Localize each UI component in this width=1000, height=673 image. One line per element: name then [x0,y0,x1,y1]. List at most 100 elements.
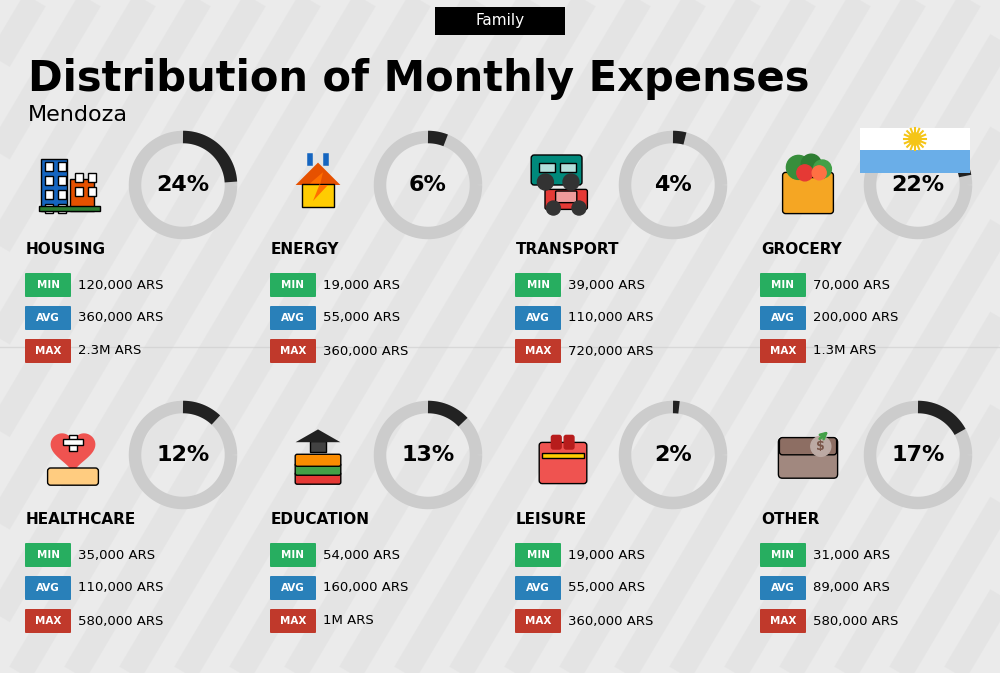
FancyBboxPatch shape [778,438,838,479]
Text: 19,000 ARS: 19,000 ARS [323,279,400,291]
FancyBboxPatch shape [515,576,561,600]
Text: Mendoza: Mendoza [28,105,128,125]
FancyBboxPatch shape [25,273,71,297]
Text: 39,000 ARS: 39,000 ARS [568,279,645,291]
Text: MAX: MAX [35,346,61,356]
FancyBboxPatch shape [39,206,100,211]
Text: MIN: MIN [772,550,794,560]
Text: 120,000 ARS: 120,000 ARS [78,279,164,291]
FancyBboxPatch shape [560,164,576,172]
Text: 12%: 12% [156,445,210,465]
FancyBboxPatch shape [88,173,96,182]
Circle shape [811,436,831,456]
FancyBboxPatch shape [58,162,66,172]
Text: 2.3M ARS: 2.3M ARS [78,345,141,357]
FancyBboxPatch shape [270,543,316,567]
Text: HOUSING: HOUSING [26,242,106,258]
FancyBboxPatch shape [63,439,83,445]
Text: GROCERY: GROCERY [761,242,842,258]
FancyBboxPatch shape [435,7,565,35]
Circle shape [572,201,586,215]
FancyBboxPatch shape [792,172,824,177]
FancyBboxPatch shape [860,150,970,173]
Text: 160,000 ARS: 160,000 ARS [323,581,408,594]
FancyBboxPatch shape [25,543,71,567]
Text: 54,000 ARS: 54,000 ARS [323,548,400,561]
FancyBboxPatch shape [41,160,67,211]
FancyBboxPatch shape [25,576,71,600]
Text: MIN: MIN [282,280,304,290]
Circle shape [797,165,813,181]
Text: 360,000 ARS: 360,000 ARS [323,345,408,357]
Text: MAX: MAX [35,616,61,626]
Circle shape [801,154,821,174]
FancyBboxPatch shape [779,437,837,455]
FancyBboxPatch shape [295,454,341,466]
FancyBboxPatch shape [58,190,66,199]
Text: MAX: MAX [280,616,306,626]
FancyBboxPatch shape [542,454,584,458]
FancyBboxPatch shape [45,205,53,213]
Polygon shape [296,163,340,185]
Text: 22%: 22% [891,175,945,195]
Text: AVG: AVG [526,583,550,593]
Text: 24%: 24% [156,175,210,195]
Text: $: $ [816,440,825,453]
FancyBboxPatch shape [551,435,561,449]
Text: MAX: MAX [770,616,796,626]
FancyBboxPatch shape [760,306,806,330]
Circle shape [546,201,560,215]
Text: 55,000 ARS: 55,000 ARS [323,312,400,324]
Text: 2%: 2% [654,445,692,465]
FancyBboxPatch shape [310,441,326,452]
Text: EDUCATION: EDUCATION [271,513,370,528]
FancyBboxPatch shape [515,306,561,330]
FancyBboxPatch shape [545,189,587,209]
Text: 19,000 ARS: 19,000 ARS [568,548,645,561]
Text: 360,000 ARS: 360,000 ARS [568,614,653,627]
Text: MIN: MIN [36,550,60,560]
Text: 580,000 ARS: 580,000 ARS [813,614,898,627]
Text: 1.3M ARS: 1.3M ARS [813,345,876,357]
Text: AVG: AVG [526,313,550,323]
FancyBboxPatch shape [760,609,806,633]
Text: LEISURE: LEISURE [516,513,587,528]
Text: 580,000 ARS: 580,000 ARS [78,614,163,627]
FancyBboxPatch shape [270,576,316,600]
Text: MIN: MIN [772,280,794,290]
Text: AVG: AVG [771,313,795,323]
FancyBboxPatch shape [515,339,561,363]
FancyBboxPatch shape [760,543,806,567]
FancyBboxPatch shape [564,435,574,449]
Text: Family: Family [475,13,525,28]
Circle shape [537,174,553,190]
Text: 720,000 ARS: 720,000 ARS [568,345,654,357]
FancyBboxPatch shape [860,128,970,150]
Circle shape [909,133,921,145]
Text: MAX: MAX [525,346,551,356]
FancyBboxPatch shape [760,339,806,363]
Text: 13%: 13% [401,445,455,465]
Text: 200,000 ARS: 200,000 ARS [813,312,898,324]
Text: AVG: AVG [771,583,795,593]
FancyBboxPatch shape [760,576,806,600]
Text: 360,000 ARS: 360,000 ARS [78,312,163,324]
Text: 6%: 6% [409,175,447,195]
Text: AVG: AVG [281,313,305,323]
Text: AVG: AVG [36,313,60,323]
Text: 4%: 4% [654,175,692,195]
Text: 17%: 17% [891,445,945,465]
Text: 89,000 ARS: 89,000 ARS [813,581,890,594]
FancyBboxPatch shape [860,150,970,173]
FancyBboxPatch shape [88,187,96,196]
Text: 55,000 ARS: 55,000 ARS [568,581,645,594]
FancyBboxPatch shape [25,339,71,363]
Circle shape [786,155,810,180]
Circle shape [813,160,831,178]
Text: AVG: AVG [36,583,60,593]
FancyBboxPatch shape [58,205,66,213]
FancyBboxPatch shape [760,273,806,297]
Text: TRANSPORT: TRANSPORT [516,242,620,258]
FancyBboxPatch shape [539,164,555,172]
Text: 31,000 ARS: 31,000 ARS [813,548,890,561]
